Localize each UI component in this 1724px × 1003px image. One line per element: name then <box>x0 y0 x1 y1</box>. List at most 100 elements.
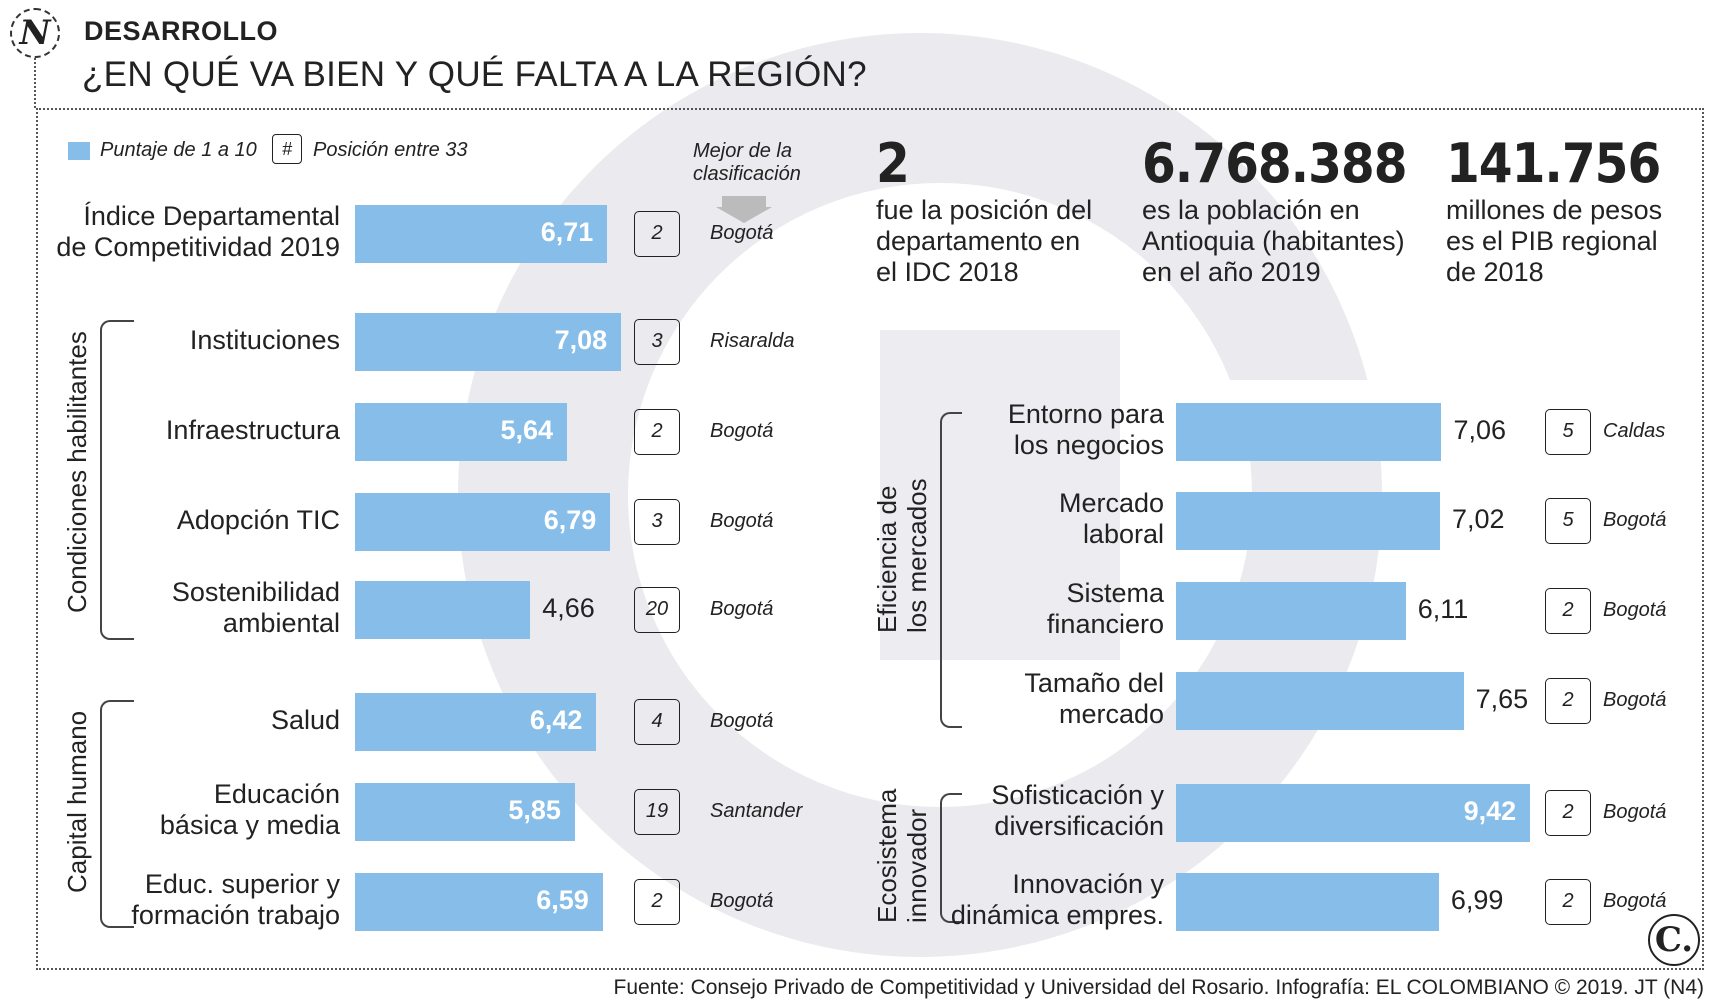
row-label: Instituciones <box>190 325 340 356</box>
bar-value-label: 7,08 <box>554 325 608 355</box>
legend-best-line1: Mejor de la <box>693 140 792 162</box>
bar-value-label: 9,42 <box>1463 796 1517 826</box>
row-label: Entorno para los negocios <box>1008 399 1164 461</box>
group-label-eficiencia-line2: los mercados <box>902 478 932 633</box>
row-label: Educ. superior y formación trabajo <box>131 869 340 931</box>
rank-box: 5 <box>1545 498 1591 544</box>
rank-box: 2 <box>634 409 680 455</box>
bar-value-label: 7,02 <box>1451 504 1505 534</box>
rank-box: 20 <box>634 587 680 633</box>
row-label: Tamaño del mercado <box>1024 668 1164 730</box>
row-label: Educación básica y media <box>160 779 340 841</box>
row-label: Salud <box>271 705 340 736</box>
rank-box: 2 <box>1545 678 1591 724</box>
bar-value-label: 7,65 <box>1475 684 1529 714</box>
row-label-line: dinámica empres. <box>950 900 1164 930</box>
legend-best-line2: clasificación <box>693 163 801 185</box>
stat-description: millones de pesos es el PIB regional de 20… <box>1446 195 1662 288</box>
stat-description-line: el IDC 2018 <box>876 257 1019 287</box>
row-label-line: Educ. superior y <box>144 869 340 899</box>
source-credit: Fuente: Consejo Privado de Competitivida… <box>613 976 1704 999</box>
stat-description-line: en el año 2019 <box>1142 257 1321 287</box>
bar-value-label: 4,66 <box>542 593 595 623</box>
row-label-line: Instituciones <box>189 324 340 355</box>
brace-eficiencia <box>940 412 962 728</box>
best-region: Risaralda <box>710 330 795 352</box>
bar <box>1176 582 1406 640</box>
bar <box>1176 403 1442 461</box>
row-label-line: Salud <box>270 704 340 735</box>
bar <box>355 313 622 371</box>
rank-box: 2 <box>1545 588 1591 634</box>
legend-arrow-stem <box>722 196 766 208</box>
group-label-condiciones: Condiciones habilitantes <box>62 331 92 613</box>
row-label-line: Innovación y <box>1012 869 1164 899</box>
stat-value: 6.768.388 <box>1142 132 1408 195</box>
rank-box: 4 <box>634 699 680 745</box>
bar-value-label: 6,11 <box>1417 594 1469 624</box>
bar-value-label: 5,64 <box>500 415 554 445</box>
best-region: Bogotá <box>1603 689 1667 711</box>
legend-arrow-down-icon <box>716 207 772 223</box>
group-label-eficiencia: Eficiencia de los mercados <box>872 478 932 633</box>
row-label-line: mercado <box>1058 699 1164 729</box>
row-label-line: básica y media <box>159 810 340 840</box>
best-region: Bogotá <box>1603 509 1667 531</box>
row-label: Innovación y dinámica empres. <box>951 869 1164 931</box>
best-region: Bogotá <box>710 510 774 532</box>
row-label-line: Infraestructura <box>165 414 340 445</box>
best-region: Bogotá <box>710 710 774 732</box>
row-label-line: Sofisticación y <box>991 780 1164 810</box>
rank-box: 3 <box>634 499 680 545</box>
infographic-frame <box>36 108 1704 970</box>
row-label: Mercado laboral <box>1059 488 1164 550</box>
row-label-line: Tamaño del <box>1024 668 1164 698</box>
bar <box>355 581 531 639</box>
best-region: Bogotá <box>710 222 774 244</box>
bar-value-label: 7,06 <box>1453 415 1507 445</box>
best-region: Bogotá <box>1603 801 1667 823</box>
best-region: Bogotá <box>1603 599 1667 621</box>
row-label-line: laboral <box>1082 519 1164 549</box>
legend-score-swatch <box>68 142 90 160</box>
row-label-line: Entorno para <box>1007 399 1164 429</box>
row-label-line: Educación <box>213 779 340 809</box>
best-region: Santander <box>710 800 803 822</box>
bar-value-label: 6,71 <box>540 217 594 247</box>
best-region: Caldas <box>1603 420 1666 442</box>
stat-description-line: es la población en <box>1142 195 1360 225</box>
stat-description: fue la posición del departamento en el IDC… <box>876 195 1092 288</box>
header-divider <box>34 58 36 108</box>
row-label-line: Adopción TIC <box>176 504 340 535</box>
bar <box>355 783 575 841</box>
row-label-line: Índice Departamental <box>83 201 340 231</box>
row-label: Sostenibilidad ambiental <box>172 577 340 639</box>
bar-value-label: 6,42 <box>529 705 583 735</box>
bar <box>1176 873 1439 931</box>
stat-description-line: es el PIB regional <box>1446 226 1658 256</box>
group-label-ecosistema: Ecosistema innovador <box>872 789 932 923</box>
brand-n-logo: N <box>10 8 60 58</box>
el-colombiano-logo: C. <box>1648 914 1700 966</box>
best-region: Bogotá <box>1603 890 1667 912</box>
bar-value-label: 5,85 <box>508 795 561 825</box>
rank-box: 2 <box>634 211 680 257</box>
row-label-line: ambiental <box>222 608 340 638</box>
brace-capital <box>100 700 134 928</box>
stat-description-line: Antioquia (habitantes) <box>1142 226 1405 256</box>
bar <box>355 403 568 461</box>
best-region: Bogotá <box>710 598 774 620</box>
row-label: Sistema financiero <box>1047 578 1164 640</box>
brace-condiciones <box>100 320 134 640</box>
group-label-eficiencia-line1: Eficiencia de <box>872 485 902 633</box>
legend-rank-label: Posición entre 33 <box>313 139 468 161</box>
stat-description-line: departamento en <box>876 226 1081 256</box>
best-region: Bogotá <box>710 420 774 442</box>
rank-box: 19 <box>634 789 680 835</box>
stat-value: 2 <box>876 132 910 195</box>
stat-description-line: fue la posición del <box>876 195 1093 225</box>
legend-best-label: Mejor de la clasificación <box>693 140 801 186</box>
rank-box: 2 <box>634 879 680 925</box>
rank-box: 2 <box>1545 790 1591 836</box>
group-label-ecosistema-line1: Ecosistema <box>872 788 902 923</box>
